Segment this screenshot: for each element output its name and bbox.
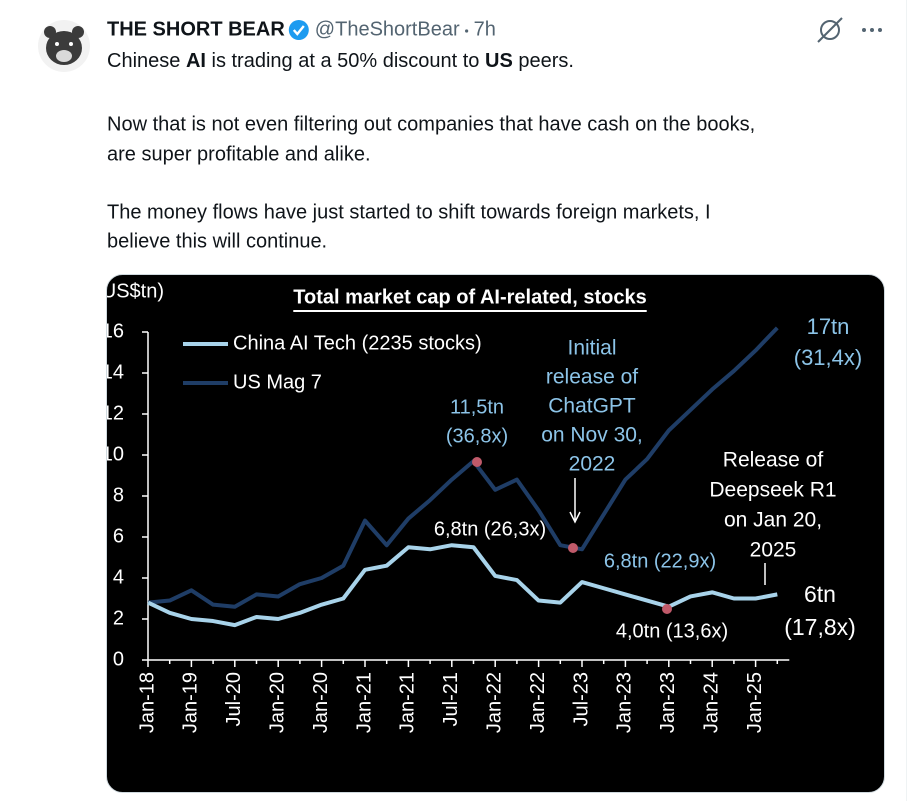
chart-title: Total market cap of AI-related, stocks bbox=[293, 286, 646, 308]
grok-icon[interactable] bbox=[817, 17, 843, 43]
text-segment: AI bbox=[186, 50, 206, 72]
annotation: 17tn bbox=[807, 314, 850, 339]
x-tick-label: Jan-22 bbox=[483, 672, 505, 733]
divider bbox=[906, 0, 907, 801]
annotation: on Jan 20, bbox=[724, 509, 822, 532]
x-tick-label: Jul-21 bbox=[440, 672, 462, 726]
annotation: 11,5tn bbox=[450, 396, 504, 418]
annotation: Initial bbox=[567, 337, 616, 360]
tweet-line: believe this will continue. bbox=[107, 230, 327, 252]
annotation: release of bbox=[546, 366, 638, 389]
annotation: 2025 bbox=[750, 539, 797, 562]
x-tick-label: Jan-23 bbox=[614, 672, 636, 733]
tweet-line: Now that is not even filtering out compa… bbox=[107, 113, 755, 135]
annotation: Deepseek R1 bbox=[709, 479, 836, 502]
tweet-line: The money flows have just started to shi… bbox=[107, 201, 711, 223]
highlight-dot bbox=[568, 543, 578, 553]
highlight-dot bbox=[662, 604, 672, 614]
x-tick-label: Jan-21 bbox=[353, 672, 375, 733]
arrow bbox=[569, 478, 581, 524]
text-segment: peers. bbox=[513, 50, 574, 72]
annotation: 6tn bbox=[804, 581, 836, 607]
y-axis-label: (US$tn) bbox=[95, 280, 164, 302]
more-icon[interactable] bbox=[862, 28, 882, 32]
annotation: (17,8x) bbox=[784, 614, 856, 640]
x-tick-label: Jan-19 bbox=[180, 672, 202, 733]
y-tick-label: 0 bbox=[113, 648, 124, 670]
annotation: (31,4x) bbox=[794, 345, 862, 370]
annotation: ChatGPT bbox=[548, 395, 636, 418]
y-tick-label: 14 bbox=[102, 361, 124, 383]
y-tick-label: 4 bbox=[113, 566, 124, 588]
text-segment: is trading at a 50% discount to bbox=[206, 50, 485, 72]
annotation: 6,8tn (26,3x) bbox=[434, 518, 546, 540]
annotation: Release of bbox=[723, 449, 824, 472]
tweet-line: Chinese AI is trading at a 50% discount … bbox=[107, 50, 574, 72]
legend-label: China AI Tech (2235 stocks) bbox=[233, 332, 482, 354]
x-tick-label: Jan-20 bbox=[310, 672, 332, 733]
separator-dot bbox=[465, 29, 469, 33]
y-tick-label: 10 bbox=[102, 443, 124, 465]
text-segment: US bbox=[485, 50, 513, 72]
avatar[interactable] bbox=[38, 20, 90, 72]
verified-badge bbox=[288, 20, 309, 40]
series-line bbox=[147, 543, 778, 628]
annotation: on Nov 30, bbox=[541, 424, 643, 447]
tweet-text: Chinese AI is trading at a 50% discount … bbox=[107, 50, 755, 252]
x-tick-label: Jan-18 bbox=[136, 672, 158, 733]
x-tick-label: Jan-21 bbox=[397, 672, 419, 733]
x-tick-label: Jan-24 bbox=[700, 672, 722, 733]
x-tick-label: Jan-25 bbox=[744, 672, 766, 733]
x-tick-label: Jan-23 bbox=[657, 672, 679, 733]
y-tick-label: 12 bbox=[102, 402, 124, 424]
y-tick-label: 8 bbox=[113, 484, 124, 506]
y-tick-label: 6 bbox=[113, 525, 124, 547]
tweet-line: are super profitable and alike. bbox=[107, 143, 371, 165]
x-tick-label: Jul-20 bbox=[223, 672, 245, 726]
series-line bbox=[147, 326, 779, 609]
y-tick-label: 2 bbox=[113, 607, 124, 629]
annotation: 6,8tn (22,9x) bbox=[604, 550, 716, 572]
x-tick-label: Jan-20 bbox=[266, 672, 288, 733]
x-tick-label: Jan-22 bbox=[527, 672, 549, 733]
annotation: (36,8x) bbox=[446, 425, 508, 447]
x-tick-label: Jul-23 bbox=[570, 672, 592, 726]
annotation: 2022 bbox=[569, 453, 616, 476]
annotation: 4,0tn (13,6x) bbox=[616, 620, 728, 642]
text-segment: Chinese bbox=[107, 50, 186, 72]
post-time[interactable]: 7h bbox=[474, 18, 496, 40]
chart: Total market cap of AI-related, stocks (U… bbox=[95, 280, 862, 733]
y-tick-label: 16 bbox=[102, 320, 124, 342]
author-name[interactable]: THE SHORT BEAR bbox=[107, 18, 285, 40]
legend-label: US Mag 7 bbox=[233, 371, 322, 393]
author-handle[interactable]: @TheShortBear bbox=[315, 18, 460, 40]
highlight-dot bbox=[472, 457, 482, 467]
